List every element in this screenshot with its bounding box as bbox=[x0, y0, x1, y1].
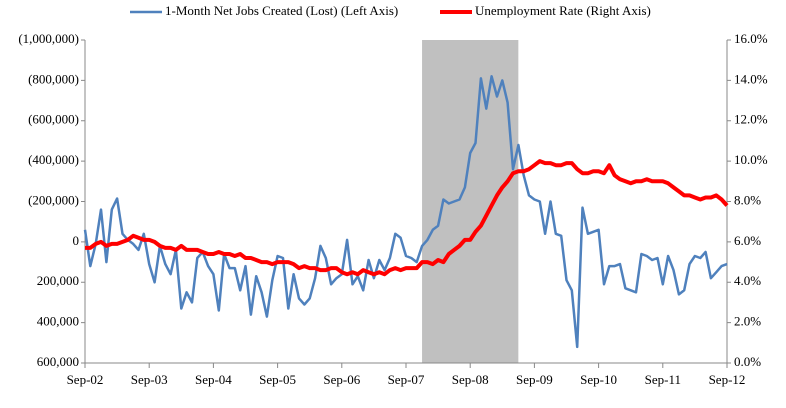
legend-label: 1-Month Net Jobs Created (Lost) (Left Ax… bbox=[165, 3, 398, 18]
y-tick-label: (1,000,000) bbox=[18, 31, 79, 46]
x-tick-label: Sep-06 bbox=[323, 372, 360, 387]
y-tick-label: (600,000) bbox=[28, 112, 79, 127]
y-tick-label: 600,000 bbox=[37, 354, 79, 369]
x-tick-label: Sep-07 bbox=[388, 372, 425, 387]
y-tick-label: 0 bbox=[73, 233, 80, 248]
y2-tick-label: 10.0% bbox=[734, 152, 768, 167]
y2-tick-label: 2.0% bbox=[734, 314, 761, 329]
y2-tick-label: 0.0% bbox=[734, 354, 761, 369]
x-tick-label: Sep-05 bbox=[259, 372, 296, 387]
y-tick-label: 200,000 bbox=[37, 273, 79, 288]
y2-tick-label: 4.0% bbox=[734, 273, 761, 288]
y-tick-label: 400,000 bbox=[37, 314, 79, 329]
x-tick-label: Sep-03 bbox=[131, 372, 168, 387]
x-tick-label: Sep-08 bbox=[452, 372, 489, 387]
recession-shade bbox=[422, 40, 519, 363]
x-tick-label: Sep-12 bbox=[709, 372, 746, 387]
x-tick-label: Sep-09 bbox=[516, 372, 553, 387]
x-tick-label: Sep-10 bbox=[580, 372, 617, 387]
series-line bbox=[85, 159, 729, 277]
y2-tick-label: 8.0% bbox=[734, 192, 761, 207]
y2-tick-label: 12.0% bbox=[734, 112, 768, 127]
x-tick-label: Sep-04 bbox=[195, 372, 232, 387]
x-tick-label: Sep-11 bbox=[645, 372, 681, 387]
series-line bbox=[83, 75, 728, 349]
x-tick-label: Sep-02 bbox=[67, 372, 104, 387]
y2-tick-label: 16.0% bbox=[734, 31, 768, 46]
y-tick-label: (800,000) bbox=[28, 71, 79, 86]
y-tick-label: (400,000) bbox=[28, 152, 79, 167]
y2-tick-label: 6.0% bbox=[734, 233, 761, 248]
y2-tick-label: 14.0% bbox=[734, 71, 768, 86]
y-tick-label: (200,000) bbox=[28, 192, 79, 207]
legend-label: Unemployment Rate (Right Axis) bbox=[475, 3, 651, 18]
